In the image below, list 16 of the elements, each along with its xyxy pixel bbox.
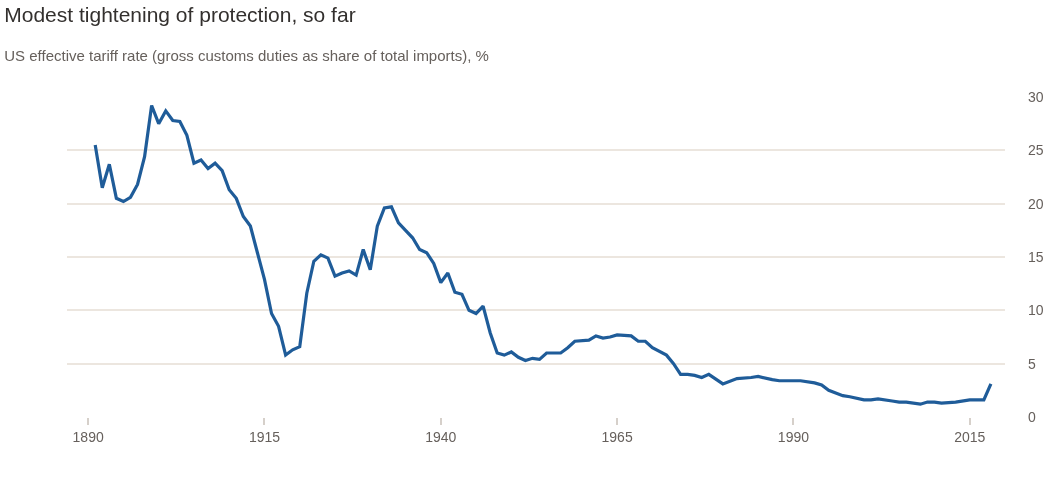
y-tick-label: 0: [1028, 408, 1036, 425]
y-tick-label: 20: [1028, 195, 1044, 212]
chart-subtitle: US effective tariff rate (gross customs duties as share of total imports), %: [4, 46, 489, 64]
y-tick-label: 15: [1028, 248, 1044, 265]
y-tick-label: 5: [1028, 355, 1036, 372]
x-tick-label: 2015: [954, 428, 986, 445]
x-tick-label: 1940: [425, 428, 457, 445]
y-tick-label: 25: [1028, 142, 1044, 159]
chart-title: Modest tightening of protection, so far: [4, 3, 356, 27]
x-tick-label: 1990: [777, 428, 810, 445]
y-tick-label: 10: [1028, 302, 1044, 319]
x-tick-label: 1965: [601, 428, 633, 445]
x-tick-label: 1890: [72, 428, 104, 445]
line-series: [93, 103, 993, 406]
x-tick-label: 1915: [248, 428, 281, 445]
y-tick-label: 30: [1028, 88, 1044, 105]
